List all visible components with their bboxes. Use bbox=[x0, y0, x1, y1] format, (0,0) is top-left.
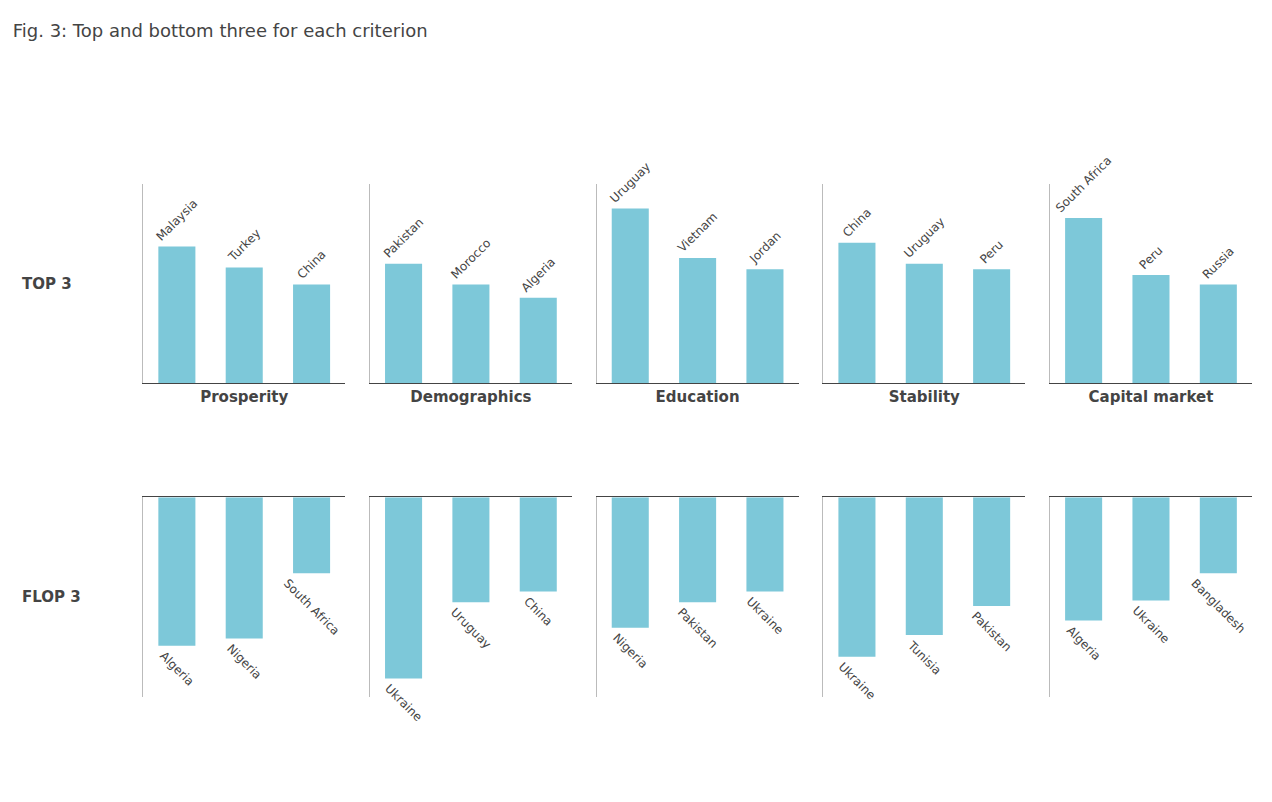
svg-text:Algeria: Algeria bbox=[518, 255, 558, 295]
svg-text:Demographics: Demographics bbox=[410, 388, 531, 406]
svg-text:Ukraine: Ukraine bbox=[1130, 604, 1173, 647]
svg-text:Pakistan: Pakistan bbox=[381, 215, 426, 260]
svg-text:Ukraine: Ukraine bbox=[744, 594, 787, 637]
svg-text:Bangladesh: Bangladesh bbox=[1188, 576, 1248, 636]
svg-text:Uruguay: Uruguay bbox=[448, 605, 494, 651]
svg-text:Ukraine: Ukraine bbox=[836, 660, 879, 703]
svg-text:Uruguay: Uruguay bbox=[607, 160, 653, 206]
svg-text:Tunisia: Tunisia bbox=[904, 638, 944, 678]
svg-text:China: China bbox=[295, 247, 329, 281]
svg-text:South Africa: South Africa bbox=[1053, 154, 1114, 215]
svg-text:Peru: Peru bbox=[977, 238, 1006, 267]
svg-text:Algeria: Algeria bbox=[157, 649, 197, 689]
svg-text:China: China bbox=[840, 206, 874, 240]
svg-text:Turkey: Turkey bbox=[225, 226, 263, 264]
svg-text:Nigeria: Nigeria bbox=[224, 642, 264, 682]
svg-text:Education: Education bbox=[656, 388, 740, 406]
svg-text:Prosperity: Prosperity bbox=[200, 388, 288, 406]
svg-text:FLOP 3: FLOP 3 bbox=[22, 588, 81, 606]
svg-text:Capital market: Capital market bbox=[1089, 388, 1214, 406]
svg-text:South Africa: South Africa bbox=[281, 576, 342, 637]
svg-text:Pakistan: Pakistan bbox=[675, 605, 720, 650]
svg-text:Jordan: Jordan bbox=[746, 229, 784, 267]
svg-text:Pakistan: Pakistan bbox=[969, 609, 1014, 654]
svg-text:Vietnam: Vietnam bbox=[675, 210, 720, 255]
svg-text:Morocco: Morocco bbox=[448, 236, 493, 281]
svg-text:Peru: Peru bbox=[1137, 243, 1166, 272]
svg-text:Ukraine: Ukraine bbox=[382, 681, 425, 724]
svg-text:Nigeria: Nigeria bbox=[610, 631, 650, 671]
svg-text:Uruguay: Uruguay bbox=[901, 215, 947, 261]
svg-text:Stability: Stability bbox=[889, 388, 960, 406]
svg-text:Algeria: Algeria bbox=[1064, 623, 1104, 663]
svg-text:Russia: Russia bbox=[1200, 244, 1237, 281]
svg-text:Malaysia: Malaysia bbox=[153, 197, 200, 244]
svg-text:Fig. 3: Top and bottom three f: Fig. 3: Top and bottom three for each cr… bbox=[13, 20, 428, 41]
svg-text:TOP 3: TOP 3 bbox=[22, 275, 72, 293]
svg-text:China: China bbox=[521, 594, 555, 628]
